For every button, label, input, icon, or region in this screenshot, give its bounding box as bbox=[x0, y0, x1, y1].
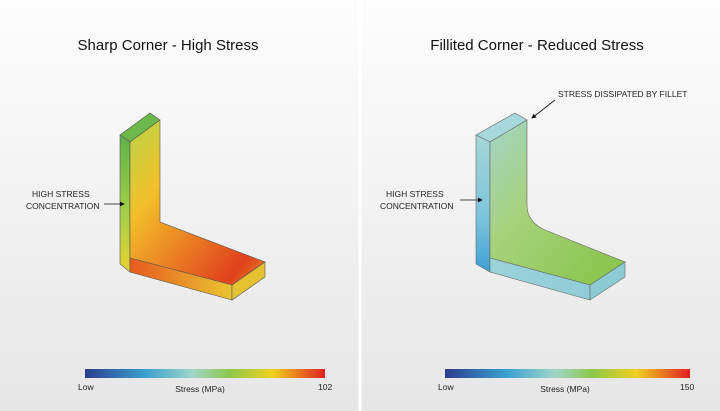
panel-title: Sharp Corner - High Stress bbox=[78, 37, 259, 54]
panel-fillet: Fillited Corner - Reduced Stress HIGH ST… bbox=[380, 37, 694, 394]
bracket bbox=[119, 112, 266, 301]
colorbar-max: 150 bbox=[680, 382, 694, 392]
arrow bbox=[531, 99, 556, 119]
annotation: HIGH STRESS CONCENTRATION bbox=[26, 189, 100, 211]
colorbar-label: Stress (MPa) bbox=[540, 384, 590, 394]
colorbar-min: Low bbox=[438, 382, 454, 392]
colorbar bbox=[445, 369, 690, 378]
bracket bbox=[475, 112, 626, 301]
colorbar-label: Stress (MPa) bbox=[175, 384, 225, 394]
panel-sharp: Sharp Corner - High Stress HIGH STRESS CO… bbox=[26, 37, 332, 394]
colorbar bbox=[85, 369, 325, 378]
colorbar-max: 102 bbox=[318, 382, 332, 392]
annotation: HIGH STRESS CONCENTRATION bbox=[380, 189, 454, 211]
panel-title: Fillited Corner - Reduced Stress bbox=[430, 37, 643, 54]
colorbar-min: Low bbox=[78, 382, 94, 392]
annotation: STRESS DISSIPATED BY FILLET bbox=[558, 89, 687, 99]
